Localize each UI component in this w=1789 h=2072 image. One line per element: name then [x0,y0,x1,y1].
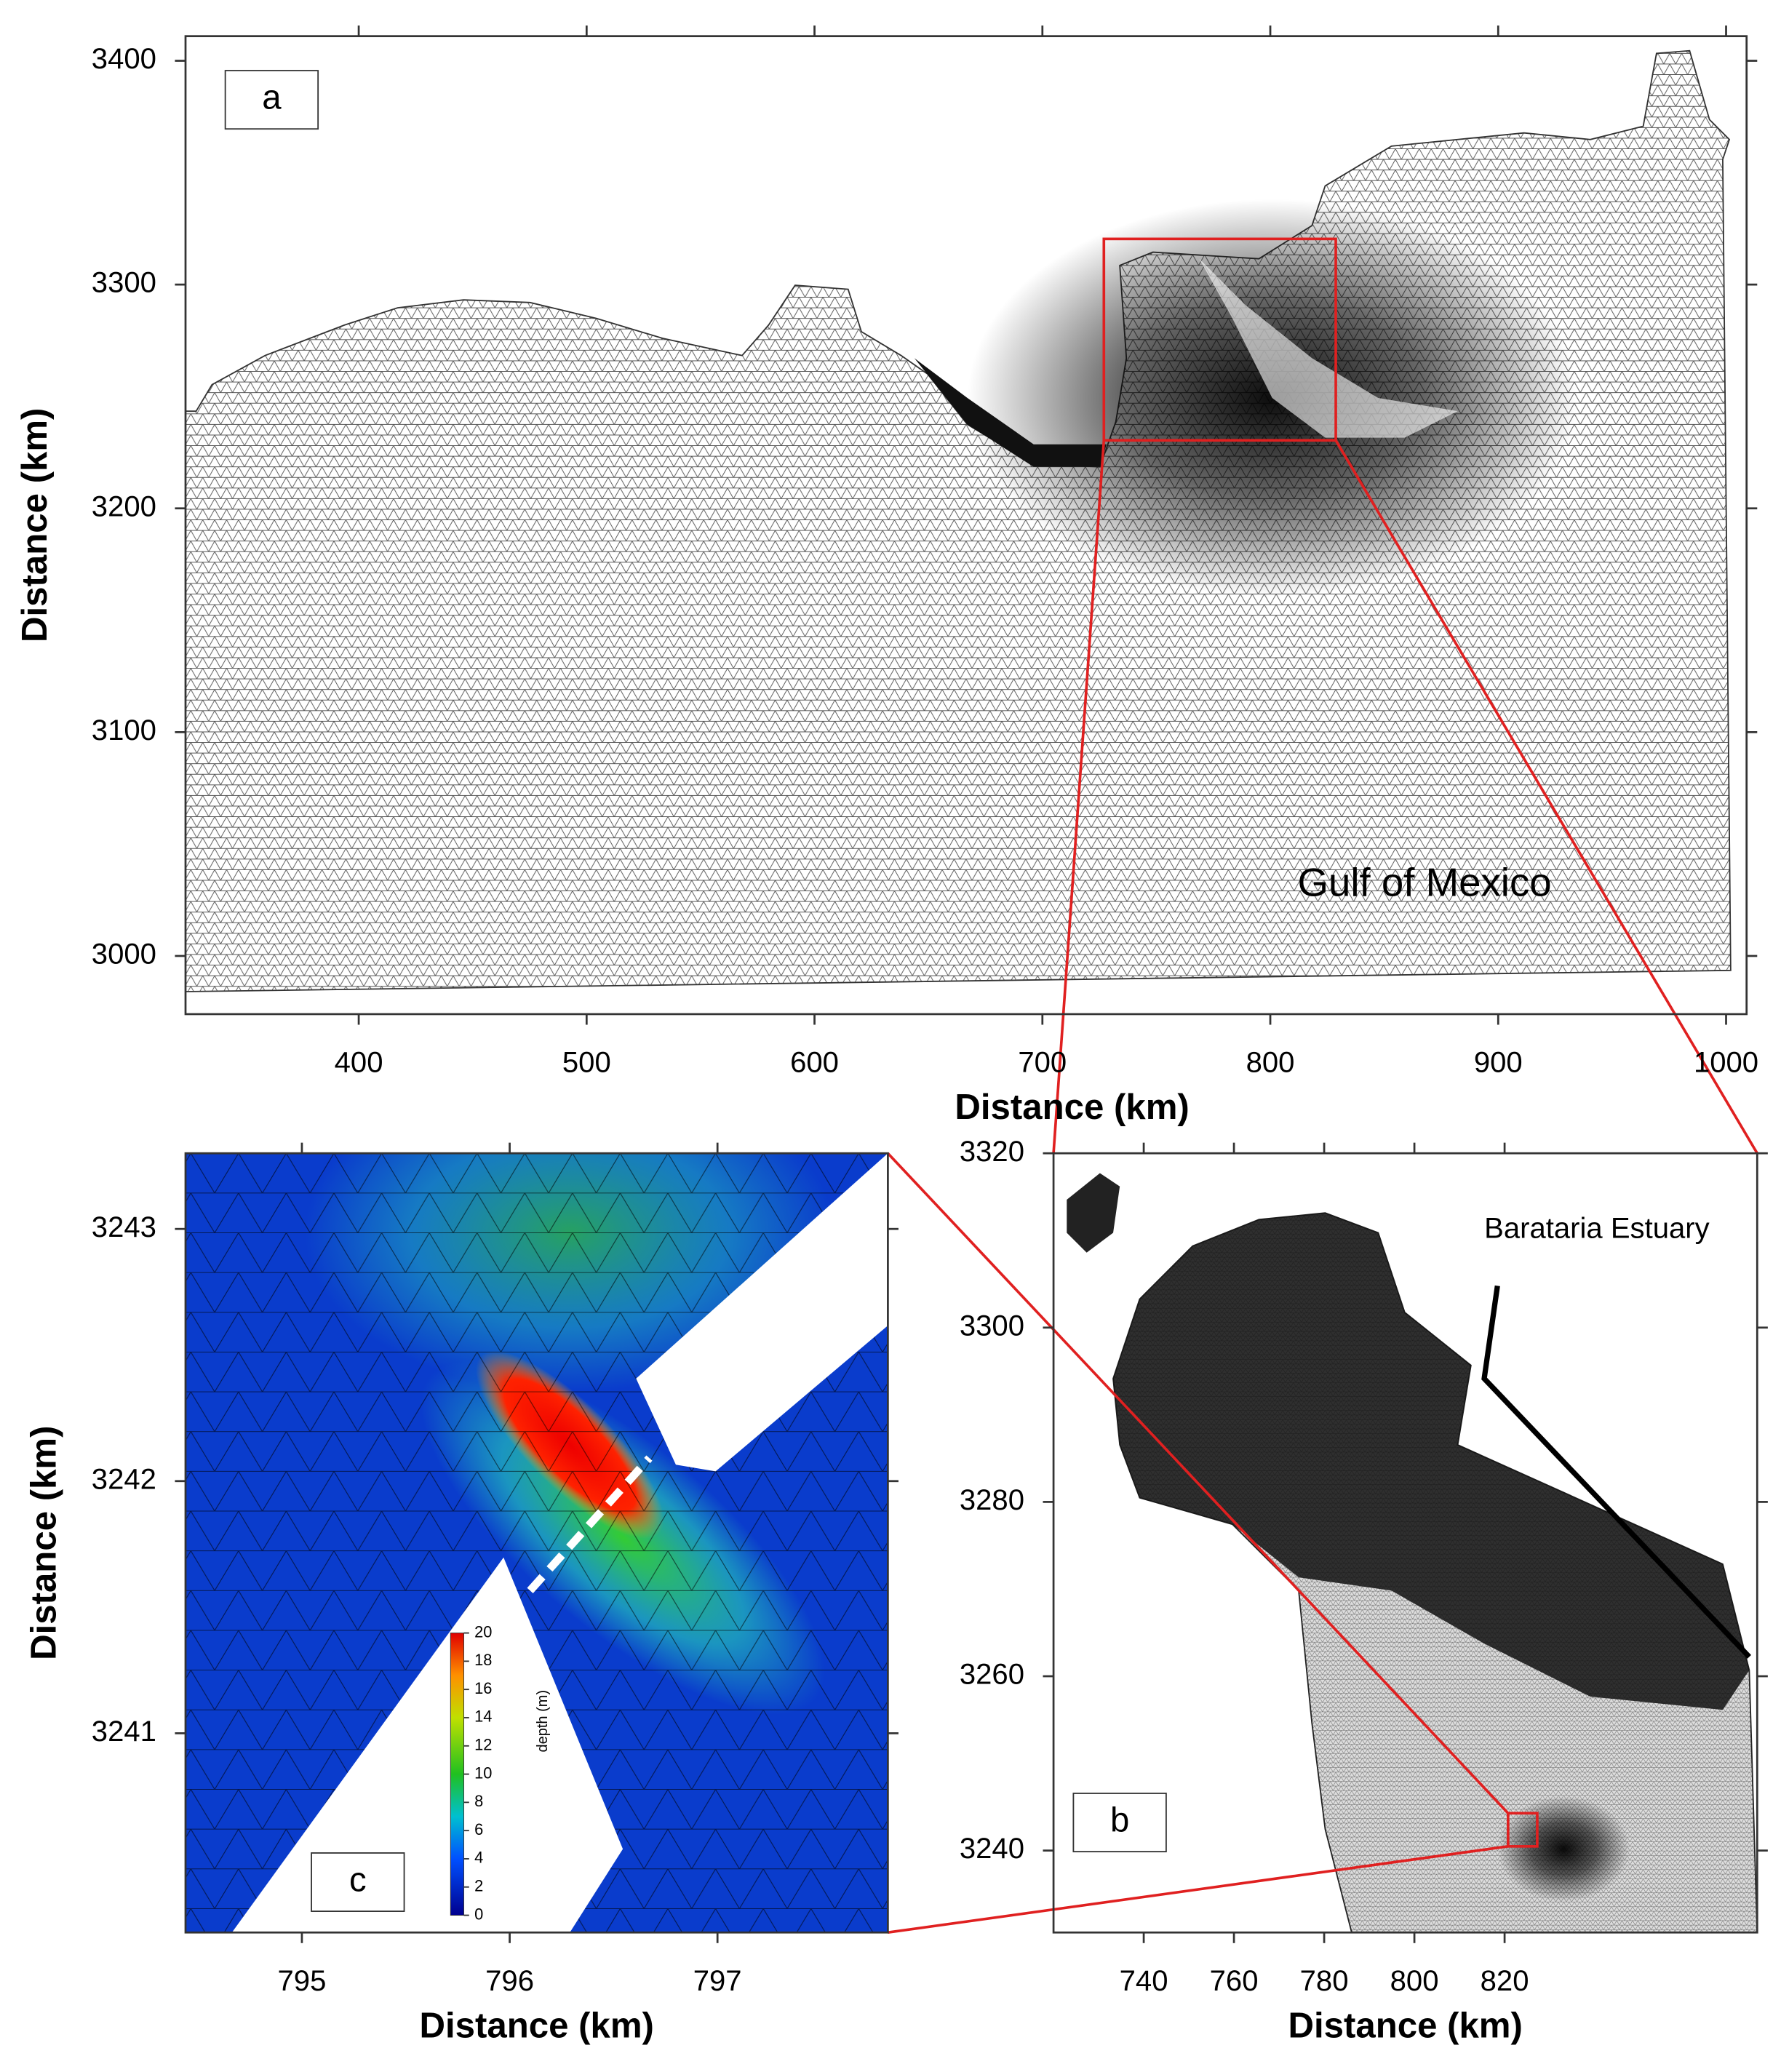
zoom-connectors [887,237,1758,1934]
x-tick-label: 800 [1246,1047,1295,1079]
colorbar [450,1633,464,1916]
panel-label-box [224,70,319,130]
plot-frame [184,1152,889,1934]
colorbar-tick-label: 18 [474,1651,492,1669]
x-tick-label: 900 [1474,1047,1523,1079]
x-tick-label: 780 [1300,1965,1349,1997]
x-tick-label: 500 [562,1047,611,1079]
colorbar-tick-label: 8 [474,1792,483,1810]
y-tick-label: 3280 [960,1484,1024,1516]
plot-frame [184,35,1748,1016]
annotation: Barataria Estuary [1484,1212,1710,1244]
y-tick-label: 3320 [960,1136,1024,1168]
x-tick-label: 795 [278,1965,327,1997]
colorbar-label: depth (m) [535,1690,551,1753]
y-tick-label: 3400 [92,43,156,75]
panel-label: a [262,79,282,117]
y-tick-label: 3242 [92,1463,156,1495]
x-axis-label: Distance (km) [955,1087,1189,1127]
x-tick-label: 820 [1481,1965,1529,1997]
y-axis-label: Distance (km) [15,408,55,642]
colorbar-tick-label: 0 [474,1905,483,1923]
plot-frame [1052,1152,1758,1934]
panel-label: c [349,1861,367,1900]
y-tick-label: 3000 [92,939,156,971]
y-axis-label: Distance (km) [24,1425,64,1659]
colorbar-tick-label: 2 [474,1877,483,1895]
depth-field [186,1153,888,1933]
y-tick-label: 3300 [960,1310,1024,1342]
mesh-b [1067,1173,1758,1933]
x-tick-label: 400 [335,1047,383,1079]
y-tick-label: 3243 [92,1211,156,1243]
colorbar-tick-label: 20 [474,1622,492,1641]
y-tick-label: 3100 [92,714,156,746]
x-tick-label: 797 [693,1965,742,1997]
y-tick-label: 3260 [960,1659,1024,1691]
x-axis-label: Distance (km) [419,2005,653,2045]
panel-label-box [311,1852,405,1912]
colorbar-tick-label: 4 [474,1849,483,1867]
colorbar-tick-label: 16 [474,1679,492,1697]
x-tick-label: 800 [1390,1965,1439,1997]
x-tick-label: 600 [790,1047,839,1079]
y-tick-label: 3240 [960,1833,1024,1865]
y-tick-label: 3241 [92,1716,156,1748]
x-tick-label: 796 [485,1965,534,1997]
x-axis-label: Distance (km) [1288,2005,1522,2045]
x-tick-label: 1000 [1694,1047,1758,1079]
annotation: Gulf of Mexico [1298,861,1552,905]
x-tick-label: 700 [1018,1047,1067,1079]
x-tick-label: 740 [1120,1965,1168,1997]
panel-label-box [1072,1793,1167,1853]
y-tick-label: 3300 [92,267,156,299]
colorbar-tick-label: 14 [474,1708,492,1726]
y-tick-label: 3200 [92,490,156,522]
mesh-a [185,49,1732,992]
panel-label: b [1110,1801,1129,1840]
colorbar-tick-label: 6 [474,1820,483,1838]
colorbar-tick-label: 10 [474,1764,492,1782]
x-tick-label: 760 [1210,1965,1259,1997]
colorbar-tick-label: 12 [474,1736,492,1754]
